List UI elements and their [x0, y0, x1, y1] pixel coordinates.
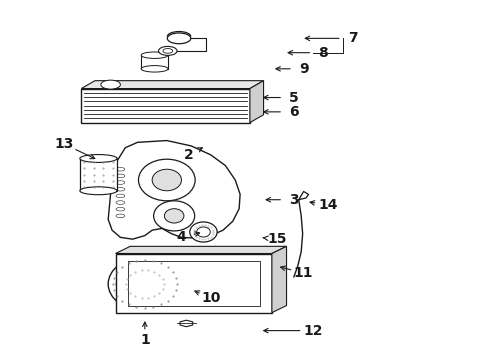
- Polygon shape: [116, 253, 272, 313]
- Circle shape: [164, 209, 184, 223]
- Polygon shape: [116, 246, 287, 253]
- Polygon shape: [180, 320, 193, 327]
- Circle shape: [190, 222, 217, 242]
- Ellipse shape: [167, 33, 191, 44]
- Ellipse shape: [116, 207, 125, 211]
- Text: 8: 8: [318, 46, 328, 60]
- Text: 14: 14: [318, 198, 338, 212]
- Polygon shape: [250, 81, 264, 123]
- Circle shape: [108, 257, 181, 311]
- Ellipse shape: [116, 214, 125, 218]
- Polygon shape: [272, 246, 287, 313]
- Ellipse shape: [80, 187, 117, 195]
- Polygon shape: [108, 140, 240, 239]
- Bar: [141, 55, 168, 69]
- Text: 10: 10: [201, 291, 220, 305]
- Ellipse shape: [116, 174, 125, 178]
- Ellipse shape: [116, 201, 125, 204]
- Text: 15: 15: [267, 232, 287, 246]
- Circle shape: [154, 201, 195, 231]
- Text: 9: 9: [299, 62, 308, 76]
- Ellipse shape: [116, 188, 125, 191]
- Polygon shape: [81, 81, 264, 89]
- Circle shape: [134, 276, 156, 292]
- Bar: [80, 158, 117, 191]
- Ellipse shape: [163, 49, 172, 53]
- Text: 4: 4: [176, 230, 186, 244]
- Circle shape: [196, 227, 210, 237]
- Text: 2: 2: [184, 148, 194, 162]
- Circle shape: [139, 159, 195, 201]
- Ellipse shape: [116, 194, 125, 198]
- Circle shape: [116, 263, 173, 305]
- Ellipse shape: [141, 66, 168, 72]
- Ellipse shape: [141, 52, 168, 58]
- Ellipse shape: [159, 46, 177, 55]
- Circle shape: [140, 280, 150, 288]
- Text: 1: 1: [140, 333, 150, 347]
- Text: 7: 7: [348, 31, 357, 45]
- Ellipse shape: [101, 80, 121, 89]
- Bar: [128, 261, 260, 306]
- Text: 6: 6: [289, 105, 299, 119]
- Ellipse shape: [116, 181, 125, 184]
- Text: 12: 12: [304, 324, 323, 338]
- Polygon shape: [81, 89, 250, 123]
- Text: 13: 13: [54, 137, 74, 151]
- Circle shape: [152, 169, 181, 191]
- Ellipse shape: [80, 154, 117, 162]
- Ellipse shape: [116, 167, 125, 171]
- Text: 11: 11: [294, 266, 314, 280]
- Text: 3: 3: [289, 193, 299, 207]
- Text: 5: 5: [289, 90, 299, 104]
